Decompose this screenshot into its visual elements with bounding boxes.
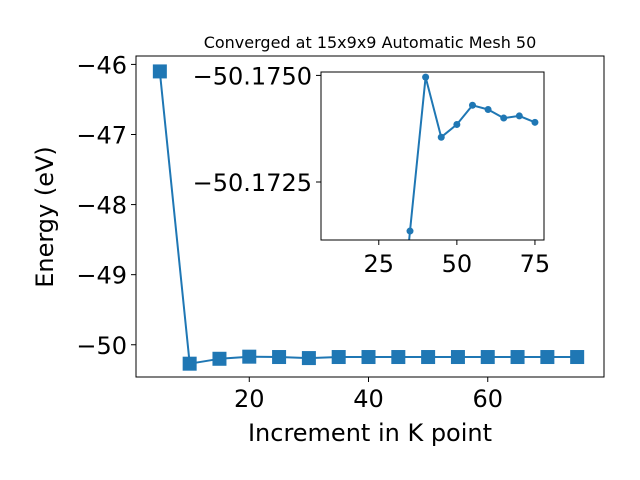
inset-data-point <box>437 133 445 141</box>
inset-data-point <box>391 392 398 399</box>
main-x-axis-label: Increment in K point <box>248 419 492 447</box>
inset-data-point <box>453 120 461 128</box>
inset-data-point <box>531 118 539 126</box>
main-data-point <box>242 349 257 364</box>
inset-plot-frame <box>320 71 545 241</box>
inset-data-point <box>515 112 523 120</box>
inset-data-point <box>500 114 508 122</box>
main-chart: Converged at 15x9x9 Automatic Mesh 50 In… <box>31 33 605 447</box>
inset-background <box>321 72 544 240</box>
inset-series-line <box>408 76 536 240</box>
main-x-tick-label: 60 <box>472 385 503 413</box>
inset-series-energy <box>391 73 539 399</box>
main-series-energy <box>152 64 585 371</box>
main-y-axis-label: Energy (eV) <box>31 146 59 288</box>
main-x-tick-label: 20 <box>234 385 265 413</box>
main-axis-ticks: 20 40 60 −46 −47 −48 −49 −50 <box>76 51 503 413</box>
main-data-point <box>421 350 436 365</box>
main-x-tick-label: 40 <box>353 385 384 413</box>
inset-axis-ticks: 25 50 75 −50.1750 −50.1725 <box>193 62 551 278</box>
main-data-point <box>212 351 227 366</box>
inset-chart: 25 50 75 −50.1750 −50.1725 <box>193 62 551 399</box>
main-data-point <box>152 64 167 79</box>
main-data-point <box>361 350 376 365</box>
main-plot-frame <box>135 55 605 378</box>
main-y-tick-label: −49 <box>76 262 127 290</box>
main-y-tick-label: −50 <box>76 332 127 360</box>
inset-x-tick-label: 75 <box>520 250 551 278</box>
main-data-point <box>570 350 585 365</box>
inset-x-tick-label: 25 <box>364 250 395 278</box>
main-data-point <box>510 350 525 365</box>
main-y-tick-label: −48 <box>76 192 127 220</box>
main-data-point <box>540 350 555 365</box>
inset-data-point <box>468 101 476 109</box>
main-data-point <box>450 350 465 365</box>
main-y-tick-label: −47 <box>76 121 127 149</box>
inset-data-point <box>406 227 414 235</box>
main-data-point <box>301 351 316 366</box>
main-data-point <box>182 356 197 371</box>
main-y-tick-label: −46 <box>76 51 127 79</box>
inset-y-tick-label: −50.1725 <box>193 169 312 197</box>
main-data-point <box>331 350 346 365</box>
main-data-point <box>391 350 406 365</box>
main-chart-title: Converged at 15x9x9 Automatic Mesh 50 <box>204 33 537 52</box>
main-data-point <box>480 350 495 365</box>
inset-data-point <box>422 73 430 81</box>
inset-x-tick-label: 50 <box>442 250 473 278</box>
main-data-point <box>272 350 287 365</box>
inset-data-point <box>484 106 492 114</box>
inset-y-tick-label: −50.1750 <box>193 62 312 90</box>
